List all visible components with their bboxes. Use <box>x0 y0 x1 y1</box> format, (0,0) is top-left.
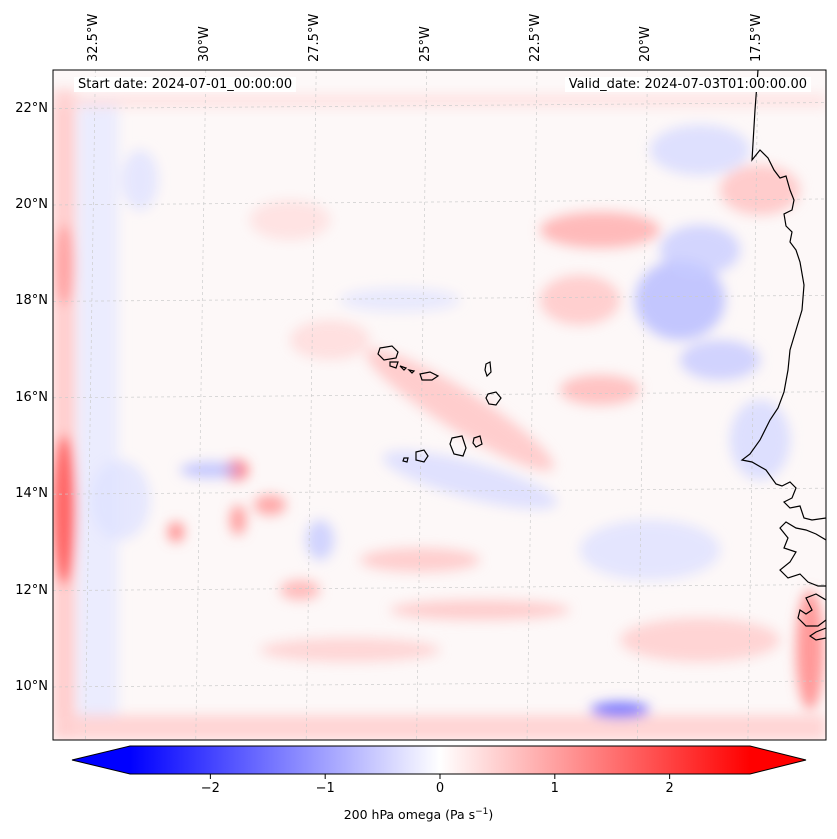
africa-coastline <box>797 593 826 627</box>
omega-blob <box>254 495 286 515</box>
omega-blob <box>53 715 826 740</box>
colorbar-tick-label: −2 <box>200 781 220 796</box>
latitude-gridline <box>53 584 826 591</box>
omega-blob <box>250 200 330 240</box>
omega-blob <box>650 125 750 175</box>
latitude-label: 20°N <box>15 196 48 212</box>
colorbar-tick-label: −1 <box>315 781 335 796</box>
colorbar-tick-label: 1 <box>550 781 559 796</box>
omega-blob <box>260 638 440 662</box>
start-date-label: Start date: 2024-07-01_00:00:00 <box>74 77 297 92</box>
omega-blob <box>360 548 480 572</box>
longitude-gridline <box>195 70 207 740</box>
colorbar-outline <box>71 745 807 775</box>
latitude-gridline <box>53 391 826 399</box>
omega-blob <box>53 95 826 107</box>
latitude-label: 16°N <box>15 389 48 405</box>
latitude-gridline <box>53 102 826 109</box>
colorbar-tick-label: 0 <box>435 781 445 796</box>
omega-blob <box>53 435 76 585</box>
island <box>399 365 408 371</box>
omega-blob <box>540 275 620 325</box>
omega-blob <box>306 520 334 560</box>
longitude-gridline <box>637 70 648 740</box>
longitude-gridline <box>305 70 317 740</box>
colorbar-label: 200 hPa omega (Pa s−1) <box>343 807 494 823</box>
omega-blob <box>340 288 460 312</box>
island <box>377 345 399 361</box>
gridlines <box>53 70 826 740</box>
island <box>484 361 492 378</box>
longitude-gridline <box>84 70 96 740</box>
africa-coastline <box>779 521 826 587</box>
longitude-label: 27.5°W <box>307 13 323 62</box>
africa-coastline <box>740 70 826 521</box>
latitude-label: 18°N <box>15 293 48 309</box>
colorbar-tick-label: 2 <box>665 781 674 796</box>
omega-blob <box>366 349 554 471</box>
omega-blob <box>290 320 370 360</box>
latitude-gridline <box>53 487 826 495</box>
latitude-gridline <box>53 295 826 302</box>
omega-blob <box>382 450 558 510</box>
omega-blob <box>590 702 650 718</box>
colorbar-ticks <box>209 774 671 779</box>
island <box>402 457 409 463</box>
latitude-label: 10°N <box>15 678 48 694</box>
omega-blob <box>660 225 740 275</box>
omega-blob <box>580 520 720 580</box>
island <box>419 371 440 381</box>
map-border <box>52 69 827 741</box>
island <box>389 361 399 369</box>
omega-blob <box>635 260 725 340</box>
omega-field <box>53 90 826 740</box>
omega-blob <box>78 100 118 720</box>
longitude-label: 32.5°W <box>86 13 102 62</box>
omega-blob <box>720 165 800 215</box>
omega-blob <box>796 590 824 710</box>
map-plot-area <box>53 70 826 740</box>
omega-blob <box>230 505 246 535</box>
longitude-gridline <box>747 70 759 740</box>
island <box>485 391 502 406</box>
valid-date-label: Valid_date: 2024-07-03T01:00:00.00 <box>564 77 811 92</box>
omega-blob <box>620 618 780 662</box>
omega-blob <box>90 460 150 540</box>
longitude-label: 30°W <box>196 26 212 62</box>
omega-blob <box>180 462 240 478</box>
colorbar-label-exponent: −1 <box>475 807 489 817</box>
colorbar-extend-min <box>72 746 130 774</box>
latitude-gridline <box>53 198 826 206</box>
longitude-label: 25°W <box>417 26 433 62</box>
colorbar-extend-max <box>750 746 806 774</box>
longitude-label: 22.5°W <box>528 13 544 62</box>
latitude-gridline <box>53 680 826 688</box>
latitude-label: 14°N <box>15 486 48 502</box>
coastline <box>377 70 826 641</box>
island <box>472 435 483 448</box>
omega-blob <box>280 580 320 600</box>
colorbar-body <box>130 746 750 774</box>
omega-blob <box>560 375 640 405</box>
africa-coastline <box>808 627 826 641</box>
omega-blob <box>680 340 760 380</box>
longitude-gridline <box>416 70 427 740</box>
longitude-label: 17.5°W <box>748 13 764 62</box>
longitude-gridline <box>526 70 538 740</box>
omega-blob <box>168 522 184 542</box>
omega-blob <box>122 150 158 210</box>
omega-blob <box>540 212 660 248</box>
island <box>407 369 416 374</box>
omega-blob <box>54 225 74 305</box>
latitude-label: 12°N <box>15 582 48 598</box>
omega-blob <box>53 90 75 740</box>
latitude-label: 22°N <box>15 100 48 116</box>
omega-blob <box>390 600 570 620</box>
island <box>415 449 429 463</box>
colorbar <box>71 745 807 779</box>
island <box>449 435 467 457</box>
longitude-label: 20°W <box>638 26 654 62</box>
